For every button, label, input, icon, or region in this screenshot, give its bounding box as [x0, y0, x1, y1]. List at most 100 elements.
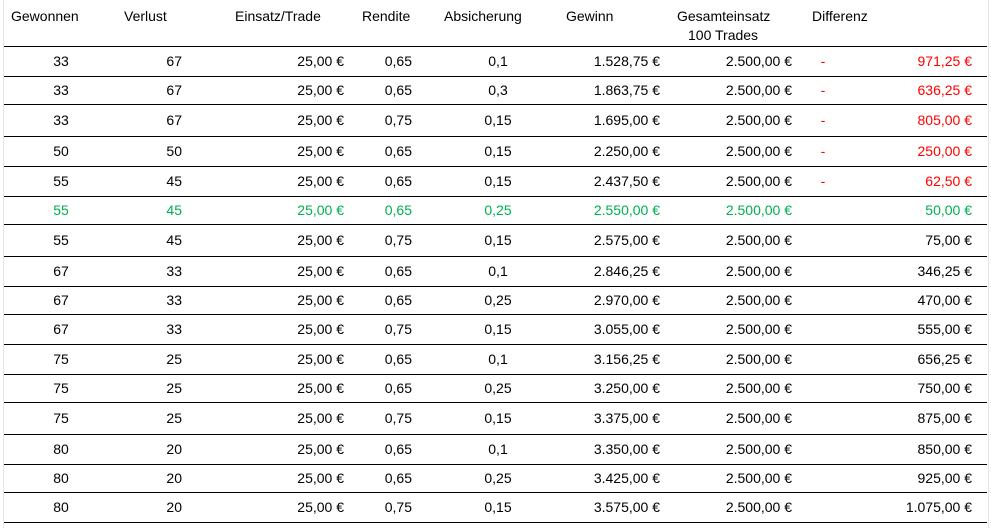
cell-profit: 3.250,00 €: [593, 380, 660, 396]
cell-diff: 62,50 €: [925, 173, 972, 189]
cell-hedge: 0,3: [488, 82, 508, 98]
cell-total: 2.500,00 €: [725, 410, 792, 426]
cell-diff: 250,00 €: [917, 143, 973, 159]
row-divider: [4, 374, 987, 375]
header-return: Rendite: [362, 8, 411, 24]
cell-won: 33: [53, 112, 69, 128]
cell-stake: 25,00 €: [297, 53, 344, 69]
cell-lost: 67: [166, 82, 182, 98]
cell-return: 0,65: [384, 470, 412, 486]
cell-diff: 850,00 €: [917, 441, 973, 457]
cell-lost: 67: [166, 53, 182, 69]
cell-profit: 2.250,00 €: [593, 143, 660, 159]
cell-return: 0,65: [384, 441, 412, 457]
cell-hedge: 0,15: [484, 410, 512, 426]
cell-diff: 750,00 €: [917, 380, 973, 396]
cell-stake: 25,00 €: [297, 112, 344, 128]
cell-return: 0,65: [384, 143, 412, 159]
cell-won: 75: [53, 380, 69, 396]
cell-total: 2.500,00 €: [725, 53, 792, 69]
cell-diff: 555,00 €: [917, 321, 973, 337]
cell-profit: 3.350,00 €: [593, 441, 660, 457]
cell-stake: 25,00 €: [297, 143, 344, 159]
cell-lost: 33: [166, 321, 182, 337]
row-divider: [4, 344, 987, 345]
cell-stake: 25,00 €: [297, 321, 344, 337]
cell-lost: 20: [166, 470, 182, 486]
cell-hedge: 0,25: [484, 202, 512, 218]
cell-profit: 1.863,75 €: [593, 82, 660, 98]
grid-line: [3, 0, 4, 528]
cell-stake: 25,00 €: [297, 82, 344, 98]
cell-profit: 3.055,00 €: [593, 321, 660, 337]
cell-diff: 346,25 €: [917, 263, 973, 279]
cell-stake: 25,00 €: [297, 202, 344, 218]
cell-diff: 75,00 €: [925, 232, 972, 248]
cell-won: 67: [53, 321, 69, 337]
cell-diff: 50,00 €: [925, 202, 972, 218]
cell-won: 80: [53, 470, 69, 486]
row-divider: [4, 464, 987, 465]
cell-profit: 3.425,00 €: [593, 470, 660, 486]
cell-lost: 45: [166, 202, 182, 218]
row-divider: [4, 46, 987, 47]
cell-hedge: 0,1: [488, 441, 508, 457]
cell-profit: 2.970,00 €: [593, 292, 660, 308]
row-divider: [4, 224, 987, 225]
cell-diff: 925,00 €: [917, 470, 973, 486]
cell-lost: 20: [166, 441, 182, 457]
cell-return: 0,75: [384, 321, 412, 337]
cell-hedge: 0,25: [484, 380, 512, 396]
cell-sign: -: [820, 173, 826, 189]
cell-profit: 2.550,00 €: [593, 202, 660, 218]
cell-diff: 875,00 €: [917, 410, 973, 426]
cell-profit: 2.846,25 €: [593, 263, 660, 279]
cell-stake: 25,00 €: [297, 441, 344, 457]
cell-return: 0,65: [384, 292, 412, 308]
row-divider: [4, 166, 987, 167]
cell-total: 2.500,00 €: [725, 202, 792, 218]
cell-total: 2.500,00 €: [725, 380, 792, 396]
cell-lost: 50: [166, 143, 182, 159]
cell-profit: 2.575,00 €: [593, 232, 660, 248]
cell-return: 0,75: [384, 410, 412, 426]
cell-total: 2.500,00 €: [725, 321, 792, 337]
cell-hedge: 0,1: [488, 263, 508, 279]
cell-stake: 25,00 €: [297, 173, 344, 189]
cell-lost: 45: [166, 232, 182, 248]
cell-hedge: 0,15: [484, 143, 512, 159]
cell-hedge: 0,25: [484, 470, 512, 486]
row-divider: [4, 492, 987, 493]
cell-total: 2.500,00 €: [725, 441, 792, 457]
cell-lost: 20: [166, 499, 182, 515]
cell-diff: 1.075,00 €: [905, 499, 972, 515]
cell-sign: -: [820, 53, 826, 69]
cell-diff: 656,25 €: [917, 351, 973, 367]
cell-stake: 25,00 €: [297, 380, 344, 396]
cell-won: 75: [53, 351, 69, 367]
cell-won: 67: [53, 263, 69, 279]
cell-diff: 470,00 €: [917, 292, 973, 308]
cell-hedge: 0,15: [484, 112, 512, 128]
cell-stake: 25,00 €: [297, 351, 344, 367]
cell-won: 55: [53, 173, 69, 189]
row-divider: [4, 136, 987, 137]
cell-total: 2.500,00 €: [725, 292, 792, 308]
cell-hedge: 0,15: [484, 321, 512, 337]
cell-return: 0,75: [384, 112, 412, 128]
cell-hedge: 0,15: [484, 232, 512, 248]
cell-stake: 25,00 €: [297, 470, 344, 486]
header-total-stake-sub: 100 Trades: [688, 27, 759, 43]
cell-stake: 25,00 €: [297, 232, 344, 248]
row-divider: [4, 256, 987, 257]
cell-profit: 1.695,00 €: [593, 112, 660, 128]
cell-profit: 3.575,00 €: [593, 499, 660, 515]
header-lost: Verlust: [124, 8, 167, 24]
cell-return: 0,75: [384, 499, 412, 515]
cell-total: 2.500,00 €: [725, 173, 792, 189]
cell-won: 33: [53, 53, 69, 69]
cell-return: 0,65: [384, 380, 412, 396]
cell-return: 0,65: [384, 351, 412, 367]
cell-stake: 25,00 €: [297, 410, 344, 426]
